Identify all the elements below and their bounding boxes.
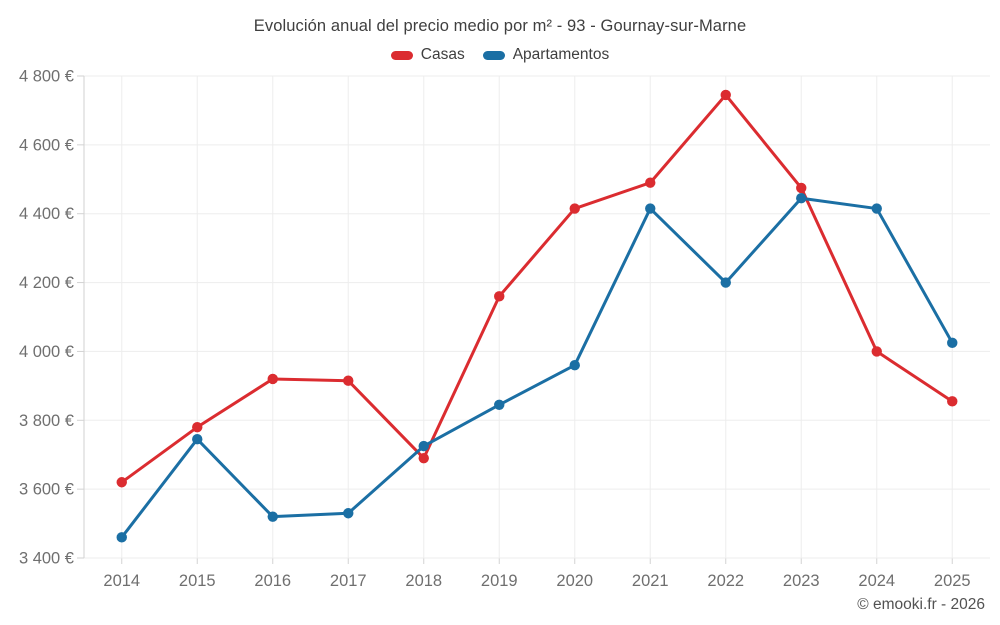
apartamentos-point-2025[interactable] xyxy=(947,337,958,349)
x-axis-label: 2021 xyxy=(632,572,669,590)
apartamentos-point-2018[interactable] xyxy=(418,440,429,452)
attribution-text: © emooki.fr - 2026 xyxy=(857,596,985,613)
apartamentos-point-2022[interactable] xyxy=(720,277,731,288)
legend-item-apartamentos[interactable]: Apartamentos xyxy=(482,46,610,64)
casas-point-2014[interactable] xyxy=(116,477,127,488)
y-axis-label: 3 800 € xyxy=(19,412,74,430)
casas-point-2018[interactable] xyxy=(418,452,429,464)
y-axis-label: 4 800 € xyxy=(19,68,74,86)
casas-point-2020[interactable] xyxy=(569,203,580,214)
x-axis-label: 2022 xyxy=(707,572,744,590)
casas-point-2025[interactable] xyxy=(947,396,958,407)
casas-point-2019[interactable] xyxy=(494,291,505,302)
x-axis-label: 2019 xyxy=(481,572,518,590)
legend-marker-icon xyxy=(482,50,505,60)
y-axis-label: 3 400 € xyxy=(19,550,74,568)
y-axis-label: 4 200 € xyxy=(19,274,74,292)
casas-line xyxy=(120,93,954,484)
legend-label: Apartamentos xyxy=(512,46,610,63)
chart-title: Evolución anual del precio medio por m² … xyxy=(253,17,747,35)
apartamentos-point-2016[interactable] xyxy=(267,511,278,522)
apartamentos-point-2020[interactable] xyxy=(569,360,580,371)
x-axis-label: 2015 xyxy=(179,572,216,590)
y-axis-label: 4 000 € xyxy=(19,343,74,361)
apartamentos-line xyxy=(120,196,954,539)
casas-point-2023[interactable] xyxy=(796,182,807,194)
y-axis-label: 4 600 € xyxy=(19,136,74,154)
apartamentos-point-2023[interactable] xyxy=(796,193,807,204)
casas-point-2024[interactable] xyxy=(871,346,882,357)
x-axis-label: 2014 xyxy=(103,572,140,590)
casas-point-2016[interactable] xyxy=(267,373,278,385)
apartamentos-point-2019[interactable] xyxy=(494,399,505,410)
y-axis-label: 3 600 € xyxy=(19,481,74,499)
casas-point-2021[interactable] xyxy=(645,177,656,188)
casas-point-2017[interactable] xyxy=(343,375,354,386)
apartamentos-point-2015[interactable] xyxy=(192,434,203,445)
casas-point-2022[interactable] xyxy=(720,89,731,101)
x-axis-label: 2017 xyxy=(330,572,367,590)
apartamentos-point-2014[interactable] xyxy=(116,532,127,543)
x-axis-label: 2020 xyxy=(556,572,593,590)
x-axis-label: 2024 xyxy=(858,572,895,590)
x-axis-label: 2018 xyxy=(405,572,442,590)
apartamentos-point-2017[interactable] xyxy=(343,508,354,519)
chart-legend: Casas Apartamentos xyxy=(0,46,1000,64)
x-axis-label: 2023 xyxy=(783,572,820,590)
legend-marker-icon xyxy=(390,50,413,60)
y-axis-label: 4 400 € xyxy=(19,205,74,223)
legend-label: Casas xyxy=(420,46,465,63)
legend-item-casas[interactable]: Casas xyxy=(390,46,465,64)
apartamentos-point-2024[interactable] xyxy=(871,203,882,214)
x-axis-label: 2025 xyxy=(934,572,971,590)
x-axis-label: 2016 xyxy=(254,572,291,590)
casas-point-2015[interactable] xyxy=(192,421,203,433)
apartamentos-point-2021[interactable] xyxy=(645,203,656,214)
